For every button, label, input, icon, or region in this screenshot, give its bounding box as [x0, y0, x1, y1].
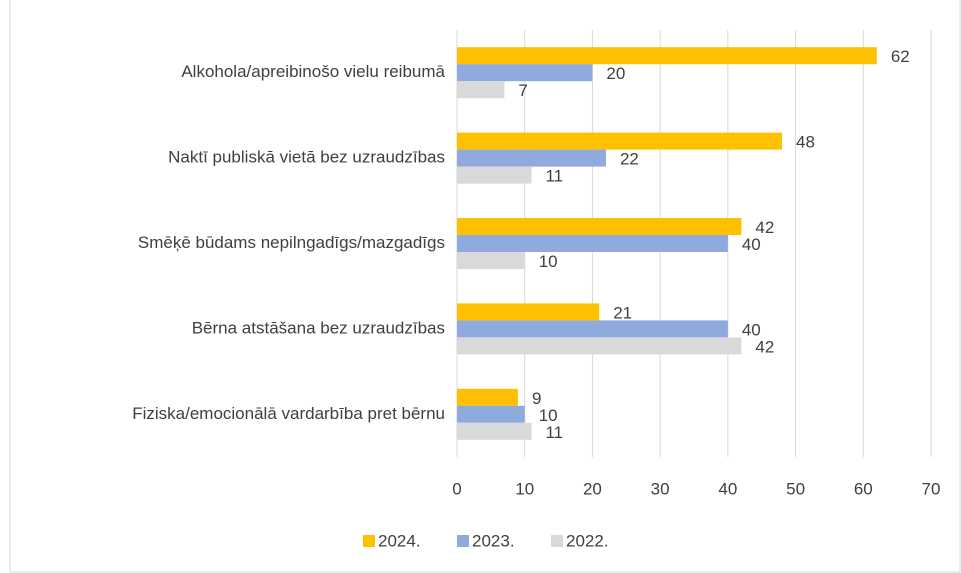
data-label: 20	[606, 64, 625, 83]
data-label: 21	[613, 303, 632, 322]
data-label: 7	[518, 81, 527, 100]
legend-label: 2022.	[566, 531, 609, 550]
data-label: 9	[532, 389, 541, 408]
legend-swatch	[363, 535, 375, 547]
x-tick-label: 40	[718, 479, 737, 498]
x-tick-label: 20	[583, 479, 602, 498]
bar	[457, 132, 783, 150]
bar	[457, 166, 532, 184]
data-label: 10	[539, 406, 558, 425]
x-tick-label: 10	[515, 479, 534, 498]
bar	[457, 405, 525, 423]
bar	[457, 388, 518, 406]
bar	[457, 320, 728, 338]
bar	[457, 337, 742, 355]
data-label: 11	[545, 167, 563, 186]
x-tick-label: 0	[452, 479, 461, 498]
x-tick-label: 60	[854, 479, 873, 498]
data-label: 42	[755, 337, 774, 356]
y-tick-label: Naktī publiskā vietā bez uzraudzības	[168, 148, 445, 167]
y-tick-label: Bērna atstāšana bez uzraudzības	[192, 318, 445, 337]
bar	[457, 235, 728, 252]
data-label: 10	[539, 252, 558, 271]
bar	[457, 303, 600, 321]
legend-swatch	[551, 535, 563, 547]
legend-label: 2024.	[378, 531, 421, 550]
data-label: 42	[755, 218, 774, 237]
y-tick-label: Fiziska/emocionālā vardarbība pret bērnu	[132, 404, 445, 423]
data-label: 48	[796, 133, 815, 152]
chart-border	[9, 0, 961, 573]
legend-swatch	[457, 535, 469, 547]
bar	[457, 149, 606, 167]
x-tick-label: 70	[922, 479, 941, 498]
bar	[457, 218, 742, 235]
bar	[457, 422, 532, 440]
bar	[457, 81, 505, 99]
data-label: 40	[742, 320, 761, 339]
legend-label: 2023.	[472, 531, 515, 550]
x-tick-label: 50	[786, 479, 805, 498]
bar	[457, 47, 877, 65]
data-label: 62	[891, 47, 910, 66]
y-tick-label: Smēķē būdams nepilngadīgs/mazgadīgs	[138, 233, 445, 252]
data-label: 22	[620, 150, 639, 169]
data-label: 11	[545, 423, 563, 442]
bar	[457, 252, 525, 269]
x-tick-label: 30	[651, 479, 670, 498]
data-label: 40	[742, 235, 761, 254]
bar	[457, 64, 593, 82]
y-tick-label: Alkohola/apreibinošo vielu reibumā	[181, 62, 445, 81]
